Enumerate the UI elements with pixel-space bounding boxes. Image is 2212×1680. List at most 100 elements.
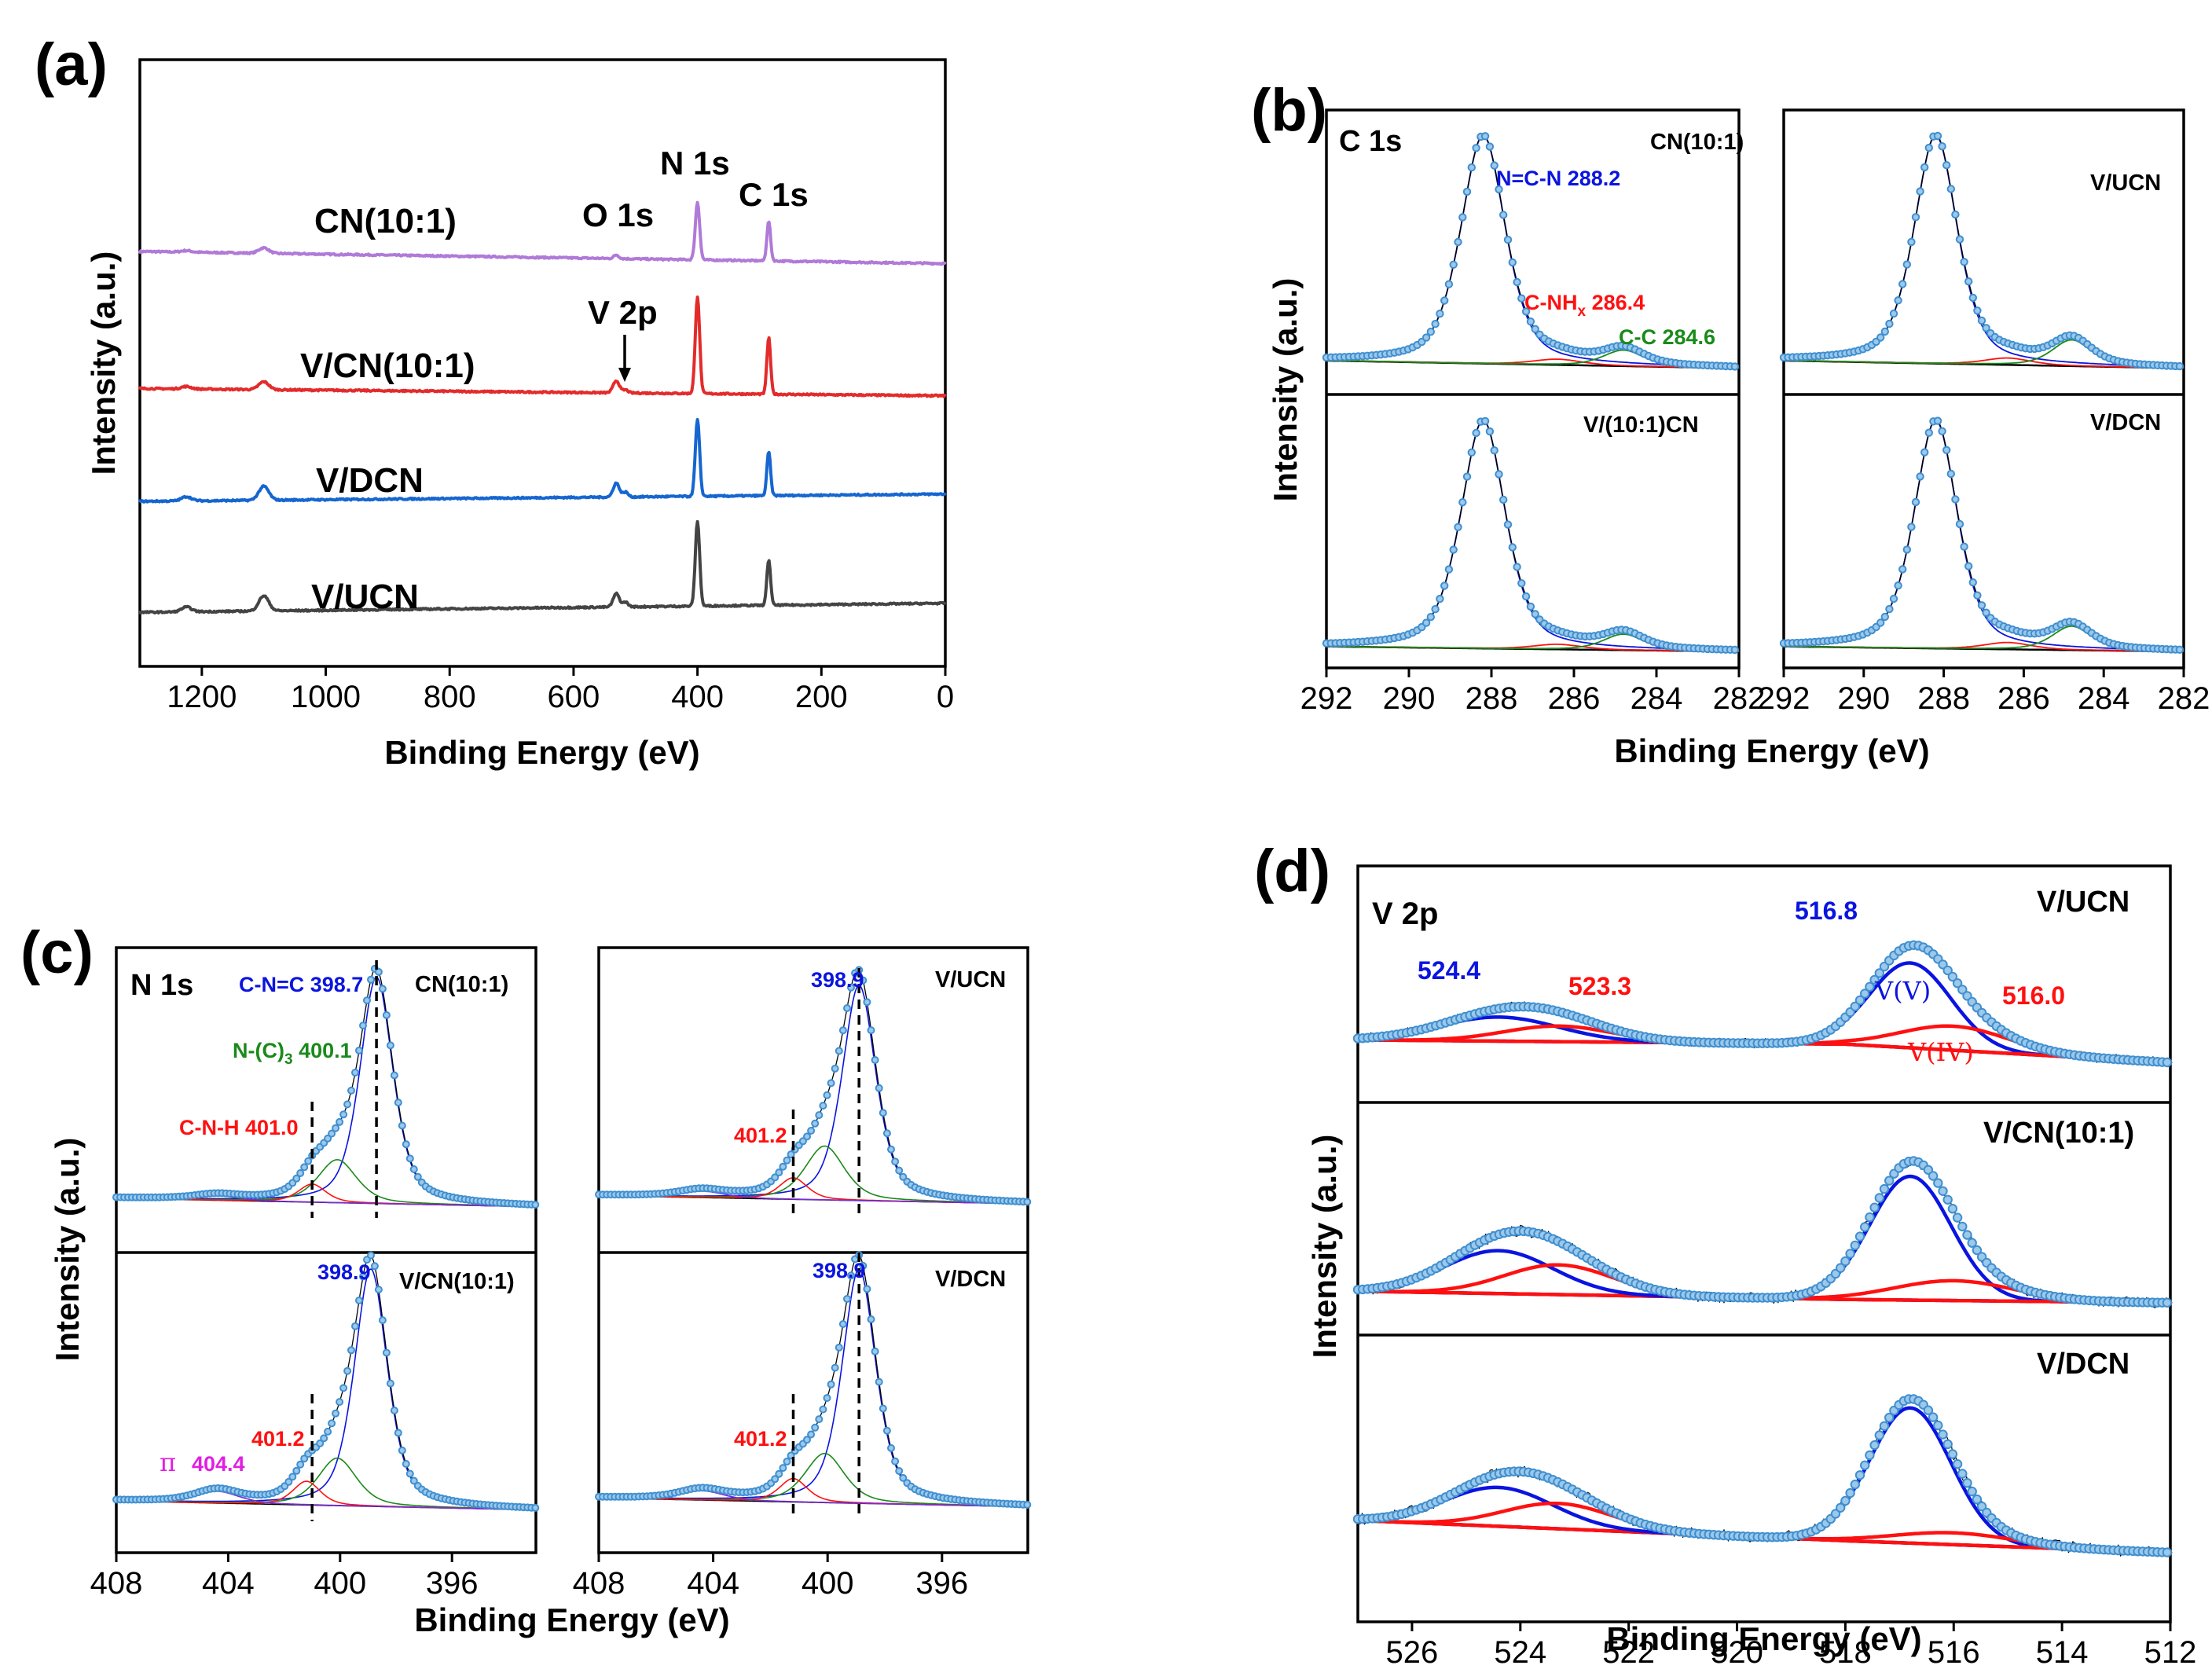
c1s-marker (1898, 565, 1907, 574)
panel-c-xticks: 408 404 400 396 408 404 400 396 (90, 1553, 968, 1601)
n1s-marker (838, 1026, 847, 1035)
panel-a-xtick-label: 1200 (167, 680, 237, 714)
panel-a-traces (138, 200, 947, 615)
v2p-marker (1869, 974, 1880, 985)
n1s-marker (823, 1091, 831, 1099)
n1s-marker (863, 1285, 871, 1293)
panel-b-right-xtick-label: 282 (2158, 681, 2210, 716)
panel-d-xtick-label: 520 (1711, 1635, 1763, 1670)
c1s-marker (1421, 618, 1431, 627)
panel-d-name-1: V/UCN (2037, 886, 2129, 919)
n1s-marker (895, 1166, 904, 1175)
panel-c-peak-vcn-nh: 401.2 (251, 1427, 305, 1451)
c1s-marker (1444, 280, 1454, 288)
panel-b-right-xtick-label: 292 (1758, 681, 1810, 716)
c1s-marker (1885, 319, 1894, 328)
panel-c-right-xtick-label: 396 (915, 1566, 968, 1601)
c1s-marker (1960, 258, 1968, 266)
c1s-marker (1898, 280, 1907, 288)
panel-c-left-xtick-label: 408 (90, 1566, 143, 1601)
n1s-marker (409, 1476, 418, 1485)
v2p-marker (1928, 1171, 1939, 1181)
n1s-component (116, 977, 537, 1206)
n1s-marker (803, 1132, 811, 1141)
v2p-marker (1933, 1420, 1943, 1431)
n1s-component (116, 1268, 537, 1509)
c1s-marker (1968, 293, 1978, 303)
c1s-marker (1436, 594, 1444, 603)
n1s-component (598, 985, 1029, 1203)
panel-b-right-frame (1782, 108, 2185, 669)
n1s-component (598, 1268, 1029, 1506)
c1s-marker (1495, 185, 1503, 194)
panel-c-label: (c) (20, 919, 94, 986)
panel-c-peak-vucn-nh: 401.2 (734, 1124, 787, 1147)
n1s-marker (847, 1271, 855, 1280)
panel-d-region: V 2p (1372, 897, 1438, 931)
panel-c-right-xtick-label: 400 (802, 1566, 854, 1601)
v2p-marker (1938, 1429, 1948, 1440)
c1s-marker (1730, 645, 1740, 655)
panel-d-xtick-label: 524 (1494, 1635, 1546, 1670)
panel-c-name-1: CN(10:1) (415, 972, 508, 997)
c1s-marker (1517, 579, 1526, 588)
panel-b-ylabel: Intensity (a.u.) (1267, 278, 1304, 502)
n1s-marker (336, 1117, 344, 1126)
c1s-marker (1894, 581, 1902, 590)
n1s-marker (288, 1473, 297, 1481)
c1s-marker (1973, 591, 1982, 600)
c1s-marker (1503, 520, 1513, 529)
n1s-marker (867, 1315, 875, 1323)
v2p-marker (1874, 1430, 1885, 1440)
c1s-marker (1924, 428, 1934, 437)
v2p-marker (1923, 1165, 1934, 1176)
c1s-marker (1916, 187, 1924, 196)
n1s-raw-trace (598, 1254, 1029, 1506)
n1s-marker (355, 1297, 363, 1304)
panel-d-peak-523: 523.3 (1568, 972, 1631, 1000)
c1s-marker (1531, 325, 1539, 333)
n1s-marker (355, 1046, 363, 1055)
n1s-marker (779, 1464, 787, 1473)
panel-c-peak-vdcn-nh: 401.2 (734, 1427, 787, 1451)
panel-a-ylabel: Intensity (a.u.) (85, 251, 122, 475)
panel-d-xtick-label: 522 (1602, 1635, 1655, 1670)
n1s-marker (409, 1165, 418, 1173)
v2p-marker (1865, 1212, 1875, 1223)
n1s-marker (859, 1261, 868, 1270)
n1s-marker (831, 1064, 839, 1073)
v2p-marker (2162, 1297, 2173, 1308)
panel-c-traces (112, 960, 1032, 1521)
c1s-marker (1938, 142, 1946, 151)
c1s-marker (1911, 213, 1920, 222)
n1s-marker (386, 1379, 394, 1388)
panel-d-xtick-label: 514 (2036, 1635, 2089, 1670)
n1s-marker (359, 1272, 367, 1281)
c1s-marker (1431, 320, 1440, 328)
c1s-marker (1521, 592, 1531, 601)
c1s-marker (1889, 309, 1898, 318)
panel-c-xlabel: Binding Energy (eV) (414, 1601, 729, 1638)
c1s-marker (1462, 472, 1472, 481)
v2p-arrow (618, 335, 631, 382)
c1s-marker (1503, 235, 1513, 244)
c1s-marker (1880, 612, 1890, 622)
n1s-marker (815, 1111, 824, 1120)
n1s-marker (871, 1347, 879, 1355)
c1s-marker (1920, 163, 1929, 172)
c1s-marker (1480, 416, 1490, 426)
c1s-marker (1968, 578, 1978, 587)
n1s-marker (827, 1380, 835, 1388)
n1s-marker (843, 1295, 851, 1303)
v2p-marker (1854, 1470, 1865, 1480)
panel-c-name-3: V/CN(10:1) (399, 1269, 515, 1294)
c1s-marker (1472, 428, 1480, 438)
c1s-marker (1946, 469, 1956, 479)
v2p-marker (1952, 978, 1963, 989)
n1s-marker (292, 1174, 301, 1183)
n1s-marker (296, 1169, 305, 1177)
panel-d-peak-5168: 516.8 (1795, 897, 1858, 925)
c1s-marker (1730, 362, 1740, 371)
n1s-marker (771, 1475, 780, 1484)
n1s-marker (807, 1430, 816, 1439)
